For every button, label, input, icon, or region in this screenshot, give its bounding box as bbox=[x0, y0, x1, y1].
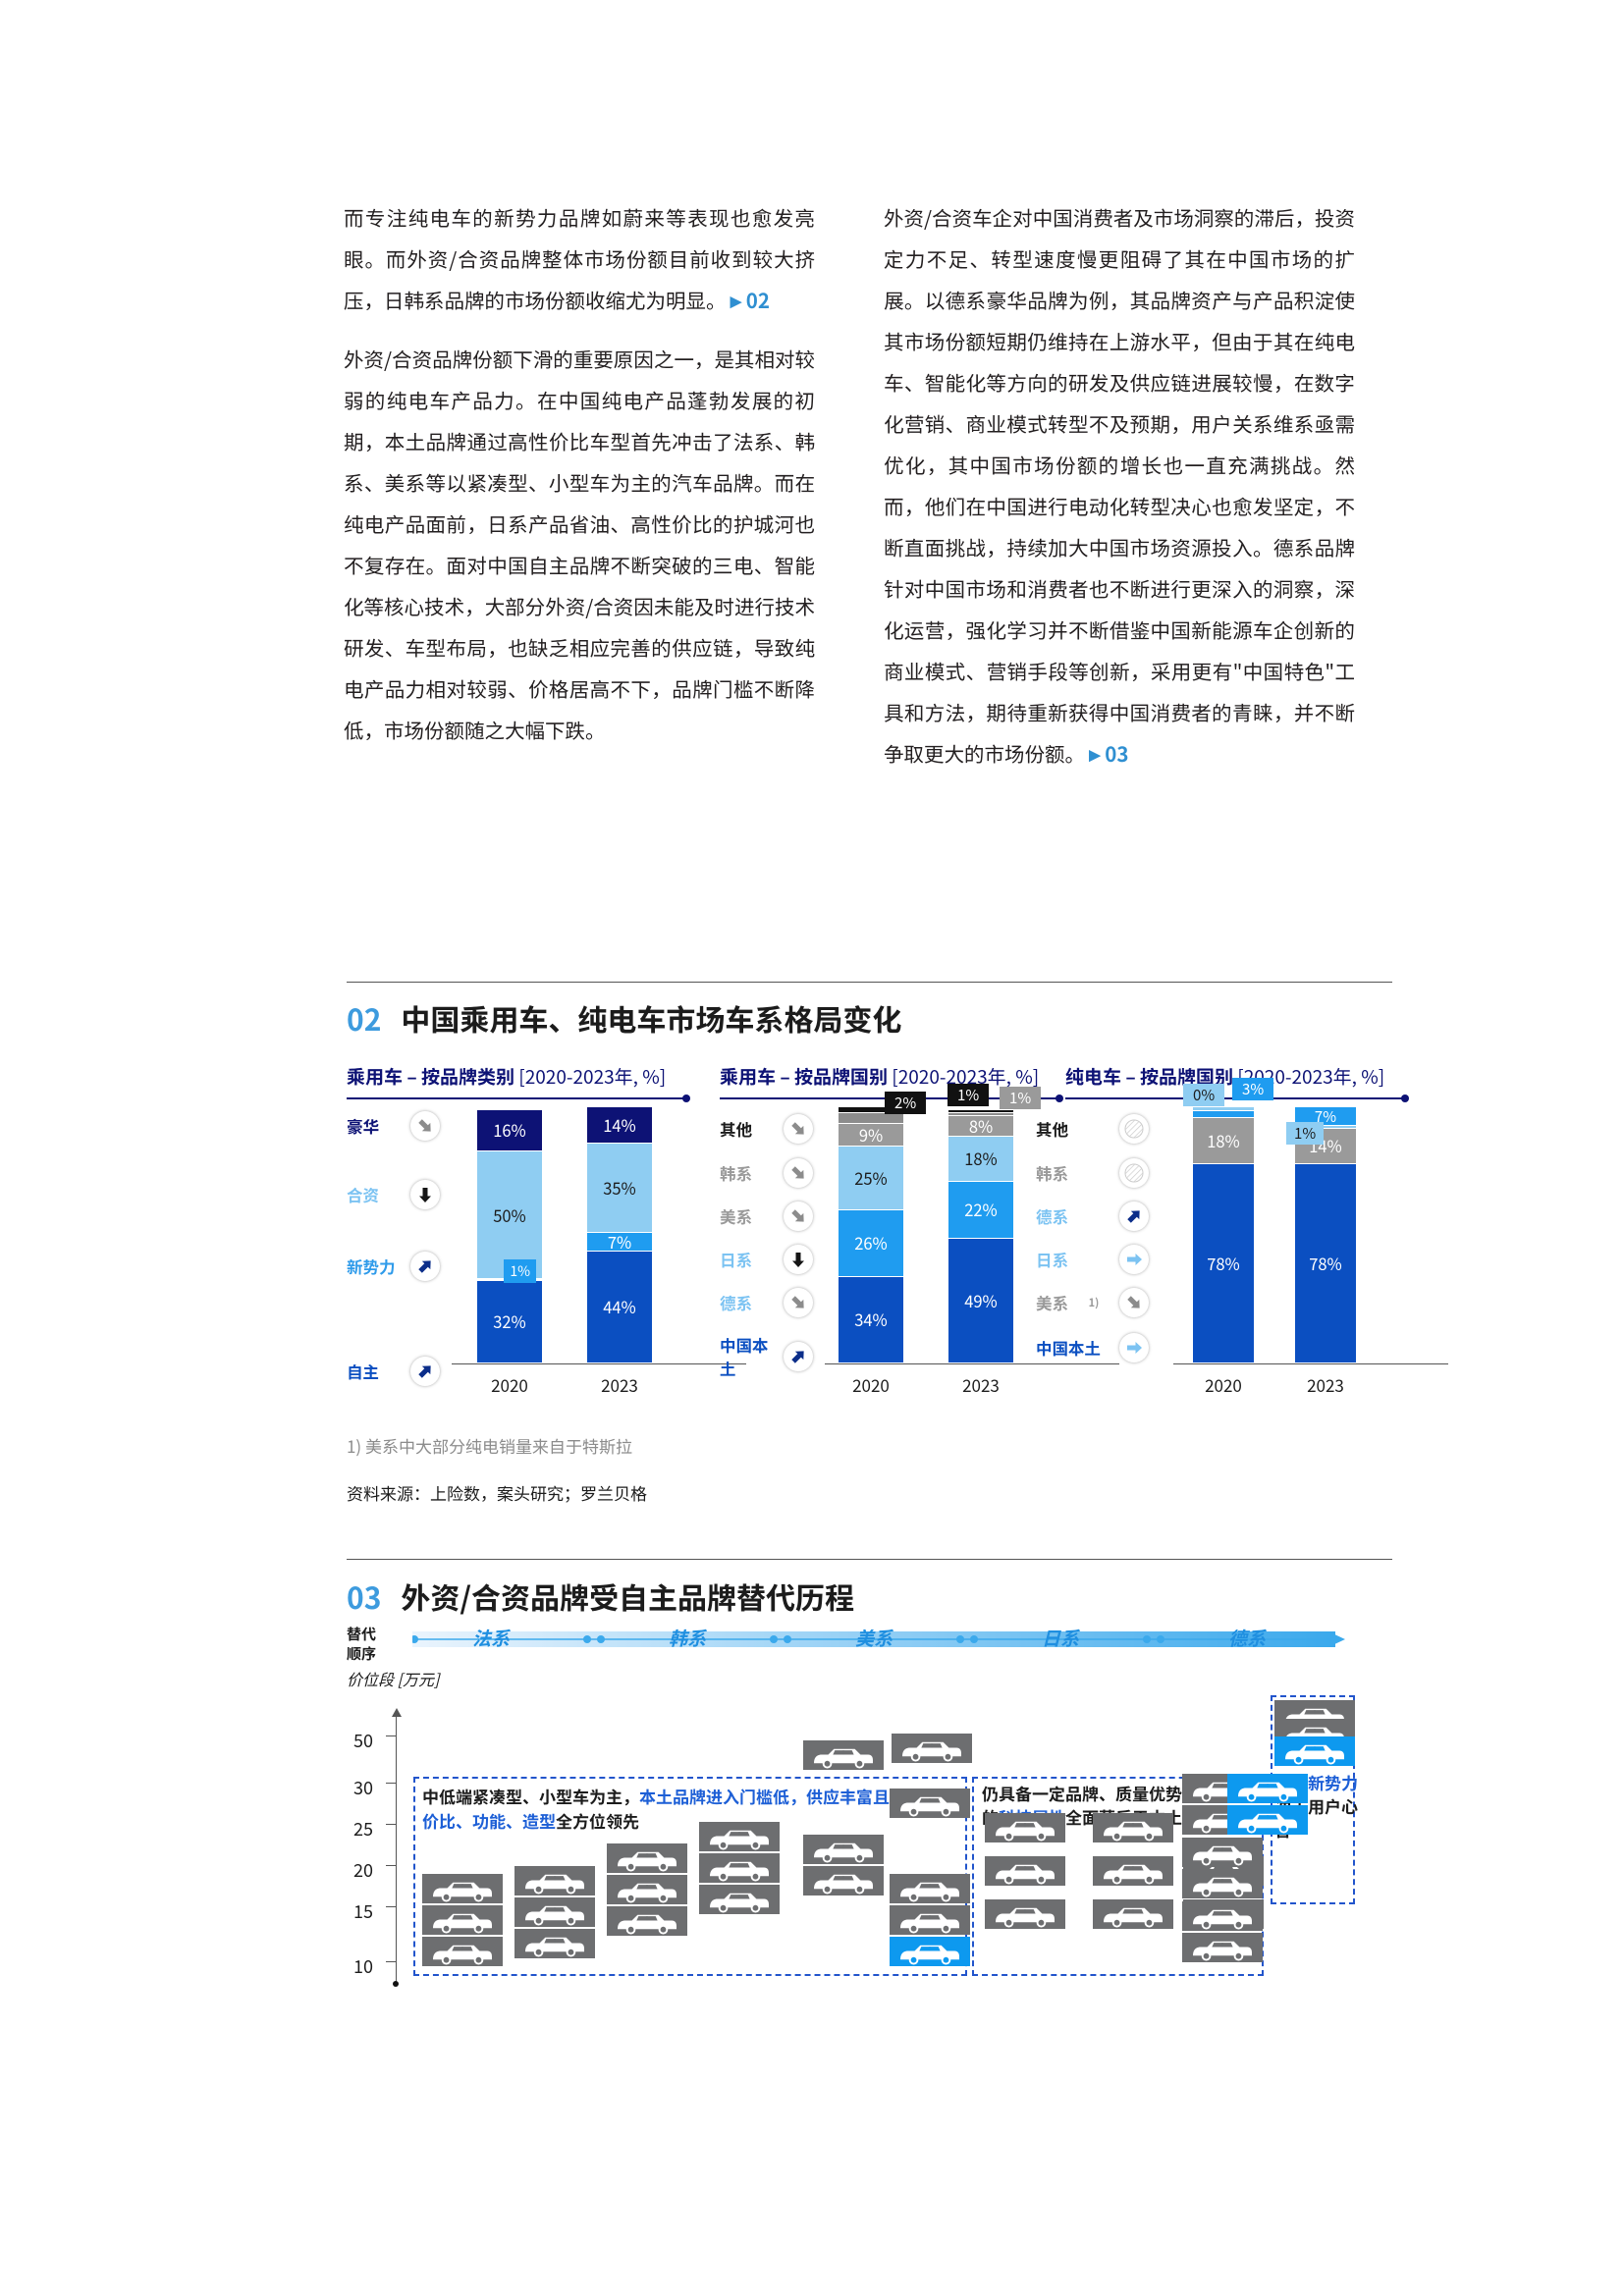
svg-text:德系: 德系 bbox=[1228, 1625, 1268, 1651]
svg-text:美系: 美系 bbox=[855, 1625, 894, 1651]
svg-text:日系: 日系 bbox=[1042, 1625, 1081, 1651]
svg-text:韩系: 韩系 bbox=[669, 1625, 708, 1651]
svg-text:法系: 法系 bbox=[472, 1625, 512, 1651]
